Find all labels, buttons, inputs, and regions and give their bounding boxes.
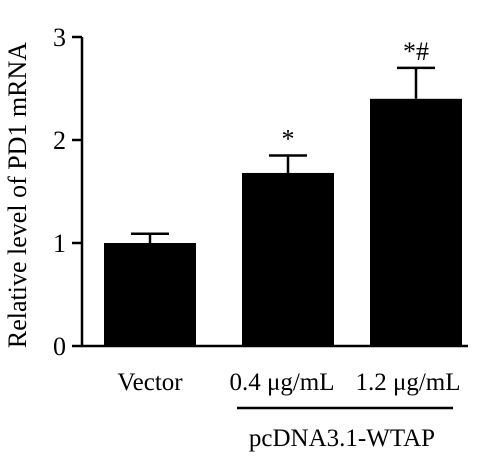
significance-label: *# xyxy=(403,37,429,66)
y-tick-label: 0 xyxy=(53,332,66,361)
bars: * *# xyxy=(104,37,462,346)
x-tick-label: 1.2 μg/mL xyxy=(355,369,460,396)
x-tick-label: 0.4 μg/mL xyxy=(229,369,334,396)
x-tick-label: Vector xyxy=(117,369,183,396)
bar xyxy=(104,243,196,346)
y-tick-label: 2 xyxy=(53,126,66,155)
significance-label: * xyxy=(282,124,295,153)
x-axis: Vector 0.4 μg/mL 1.2 μg/mL xyxy=(81,344,468,396)
bar xyxy=(370,98,462,346)
y-tick-label: 3 xyxy=(53,23,66,52)
y-tick-label: 1 xyxy=(53,229,66,258)
y-axis-label: Relative level of PD1 mRNA xyxy=(3,42,32,348)
group-label: pcDNA3.1-WTAP xyxy=(249,425,435,452)
y-axis: 0 1 2 3 xyxy=(53,23,84,361)
bar xyxy=(242,172,334,346)
